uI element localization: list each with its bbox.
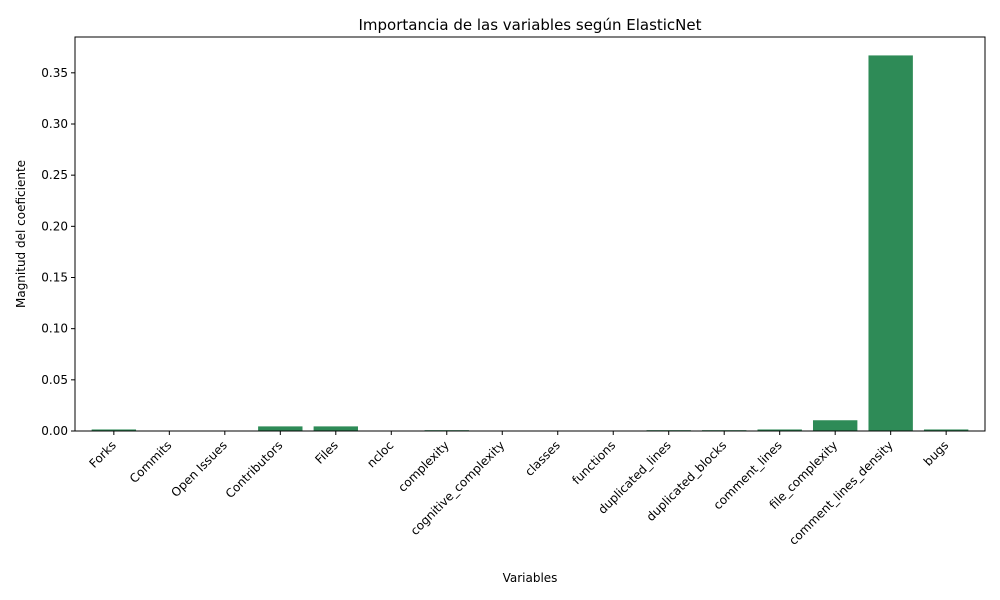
bars-group: [91, 55, 969, 432]
x-tick-label: Contributors: [223, 438, 286, 501]
x-tick-label: bugs: [921, 438, 951, 468]
y-tick-label: 0.00: [41, 424, 68, 438]
y-tick-label: 0.20: [41, 219, 68, 233]
bar-files: [313, 426, 358, 431]
x-tick-label: ncloc: [364, 438, 396, 470]
x-tick-label: complexity: [395, 438, 452, 495]
y-axis-label: Magnitud del coeficiente: [14, 160, 28, 308]
y-tick-label: 0.35: [41, 66, 68, 80]
y-tick-label: 0.25: [41, 168, 68, 182]
bar-bugs: [923, 429, 969, 431]
y-tick-label: 0.05: [41, 373, 68, 387]
y-tick-label: 0.15: [41, 270, 68, 284]
x-axis-label: Variables: [503, 571, 558, 585]
chart-title: Importancia de las variables según Elast…: [358, 16, 701, 34]
x-tick-label: comment_lines_density: [786, 438, 896, 548]
x-tick-label: Forks: [86, 438, 118, 470]
y-axis-ticks: 0.00 0.05 0.10 0.15 0.20 0.25 0.30 0.35: [41, 66, 75, 438]
x-tick-label: classes: [522, 438, 563, 479]
x-tick-label: Open Issues: [168, 438, 230, 500]
plot-frame: [74, 36, 986, 432]
x-tick-label: Files: [312, 438, 341, 467]
bar-forks: [91, 429, 137, 431]
bar-contributors: [258, 426, 303, 431]
x-tick-label: cognitive_complexity: [408, 438, 508, 538]
bar-comment-lines: [757, 429, 802, 431]
y-tick-label: 0.30: [41, 117, 68, 131]
y-tick-label: 0.10: [41, 322, 68, 336]
x-tick-label: functions: [569, 438, 618, 487]
x-tick-label: Commits: [127, 438, 175, 486]
bar-comment-lines-density: [868, 55, 913, 432]
bar-file-complexity: [812, 420, 858, 431]
